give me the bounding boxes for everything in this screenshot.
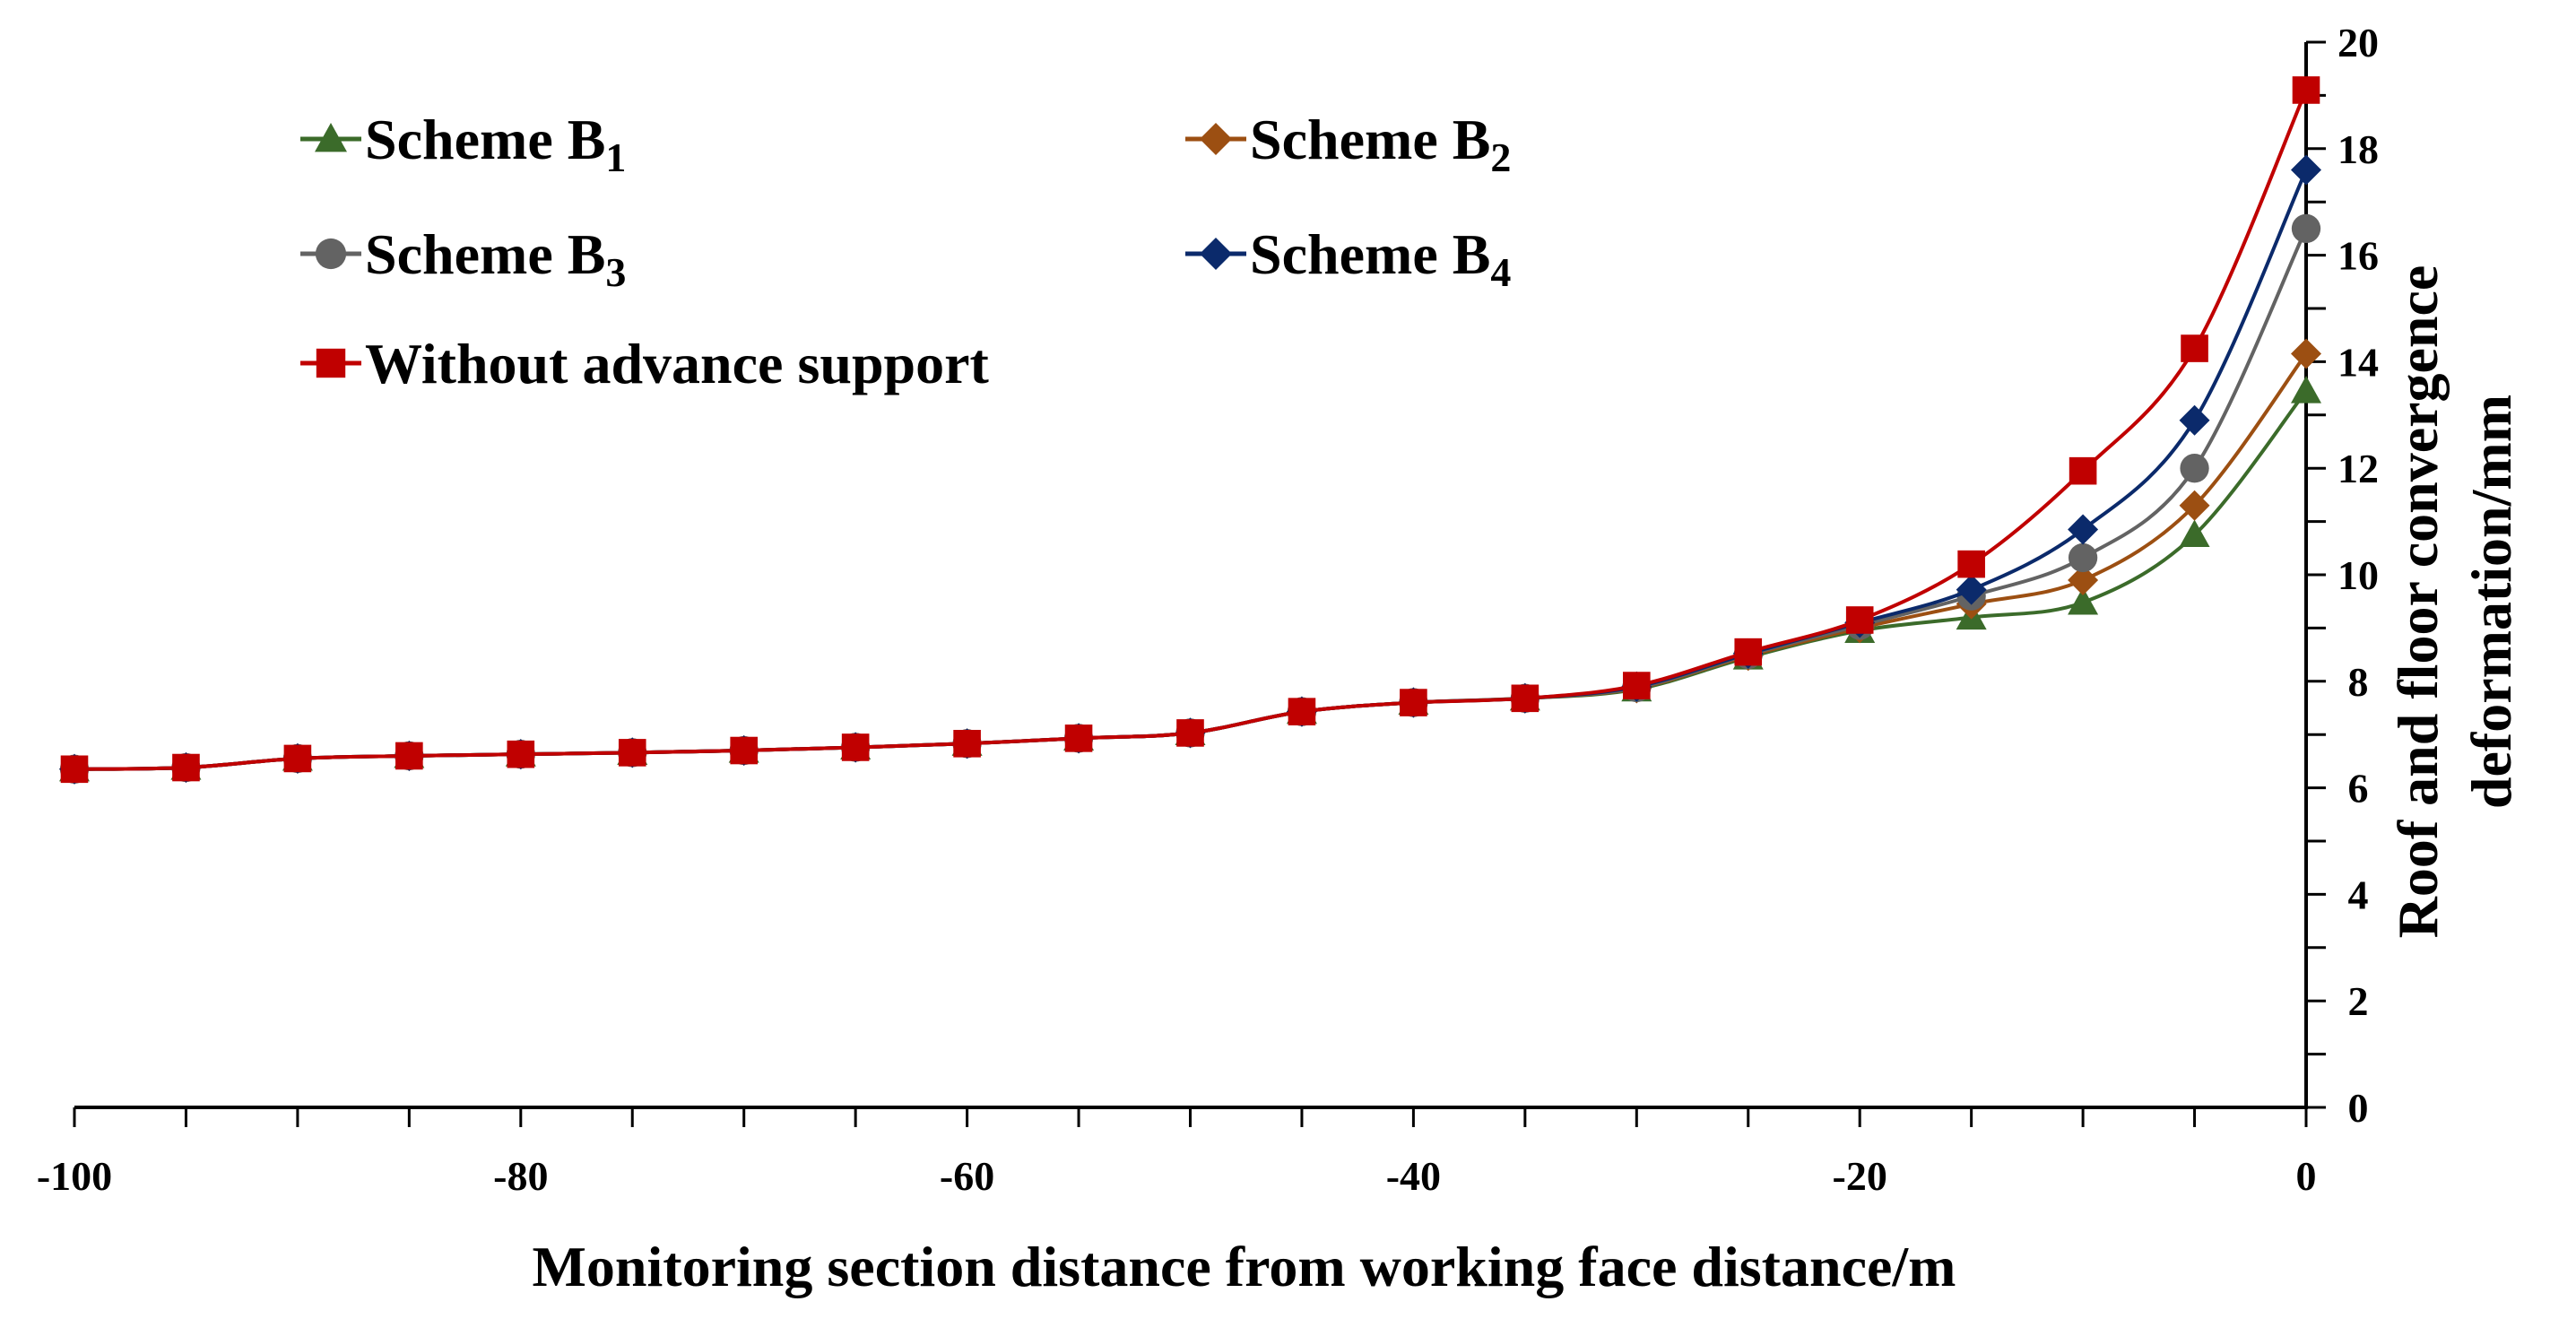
data-point	[1200, 238, 1232, 270]
data-point	[395, 742, 423, 770]
data-point	[618, 739, 646, 767]
data-point	[1623, 672, 1651, 699]
series-5	[60, 76, 2320, 784]
data-point	[1845, 606, 1874, 634]
y-tick-label: 18	[2337, 126, 2379, 172]
data-point	[2068, 514, 2099, 545]
y-tick-label: 6	[2348, 766, 2369, 811]
data-point	[2291, 154, 2321, 186]
legend-item-1: Scheme B1	[300, 108, 626, 180]
y-tick-label: 2	[2348, 978, 2369, 1024]
axes: -100 -80 -60 -40 -20 0 0 2 4 6 8 10 12 14 16 18 20	[37, 20, 2379, 1199]
data-point	[2068, 542, 2098, 573]
data-point	[953, 729, 981, 758]
y-tick-label: 20	[2337, 20, 2379, 65]
series-line	[74, 89, 2308, 771]
x-tick-label: -80	[493, 1153, 548, 1199]
legend-label: Scheme B1	[365, 108, 626, 180]
data-point	[1064, 725, 1093, 752]
data-point	[316, 348, 346, 378]
y-tick-label: 16	[2337, 233, 2379, 279]
data-point	[507, 740, 535, 768]
y-ticks: 0 2 4 6 8 10 12 14 16 18 20	[2306, 20, 2379, 1131]
x-tick-label: -60	[940, 1153, 994, 1199]
data-point	[2180, 454, 2209, 483]
x-tick-label: -20	[1833, 1153, 1887, 1199]
legend-label: Scheme B4	[1250, 222, 1511, 295]
data-point	[2068, 586, 2099, 615]
data-point	[1734, 638, 1763, 666]
data-point	[1288, 698, 1316, 725]
y-axis-title-line: deformation/mm	[2459, 395, 2523, 809]
legend-label: Scheme B3	[365, 222, 626, 295]
y-tick-label: 8	[2348, 659, 2369, 705]
legend-item-2: Scheme B2	[1185, 108, 1511, 180]
y-axis-title-line: Roof and floor convergence	[2386, 265, 2450, 939]
y-tick-label: 0	[2348, 1085, 2369, 1131]
data-point	[1176, 719, 1204, 747]
data-point	[1956, 574, 1987, 605]
data-point	[172, 753, 200, 782]
data-point	[1957, 550, 1985, 578]
x-tick-label: 0	[2296, 1153, 2317, 1199]
data-point	[1511, 684, 1540, 713]
data-point	[2291, 338, 2321, 369]
x-tick-label: -100	[37, 1153, 112, 1199]
legend: Scheme B1 Scheme B2 Scheme B3 Scheme B4 With…	[300, 108, 1511, 395]
data-point	[1400, 689, 1427, 716]
data-point	[2068, 564, 2099, 595]
data-point	[2181, 334, 2208, 362]
data-point	[1200, 123, 1232, 155]
data-point	[2179, 519, 2210, 548]
data-point	[2069, 456, 2097, 485]
y-tick-label: 4	[2348, 872, 2369, 917]
series-group	[59, 76, 2321, 785]
data-point	[2179, 490, 2210, 521]
legend-item-3: Scheme B3	[300, 222, 626, 295]
data-point	[60, 755, 89, 784]
x-axis-title: Monitoring section distance from working…	[533, 1235, 1956, 1298]
data-point	[315, 238, 347, 270]
legend-label: Without advance support	[365, 332, 990, 395]
legend-item-5: Without advance support	[300, 332, 990, 395]
y-tick-label: 10	[2337, 552, 2379, 598]
y-tick-label: 12	[2337, 446, 2379, 491]
x-tick-label: -40	[1386, 1153, 1441, 1199]
data-point	[2291, 213, 2321, 244]
x-ticks: -100 -80 -60 -40 -20 0	[37, 1107, 2317, 1199]
data-point	[841, 733, 870, 761]
data-point	[315, 123, 347, 152]
legend-label: Scheme B2	[1250, 108, 1511, 180]
data-point	[2179, 404, 2210, 436]
legend-item-4: Scheme B4	[1185, 222, 1511, 295]
y-tick-label: 14	[2337, 339, 2379, 385]
data-point	[730, 736, 758, 765]
y-axis-title: Roof and floor convergence deformation/mm	[2386, 265, 2523, 939]
data-point	[283, 744, 312, 773]
data-point	[2292, 76, 2320, 104]
data-point	[2291, 376, 2321, 404]
